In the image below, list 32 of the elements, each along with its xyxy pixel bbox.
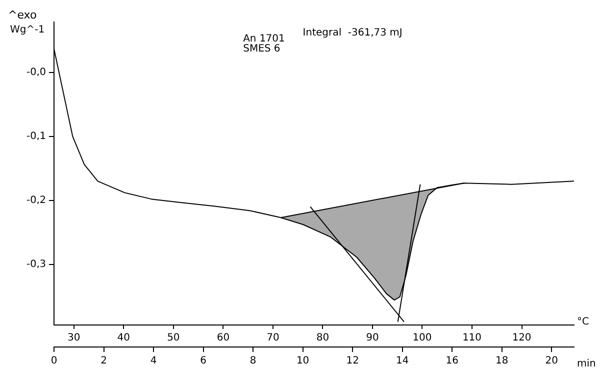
x2-tick-label: 100	[412, 332, 432, 344]
x-tick-label: 16	[446, 356, 458, 367]
y-tick-label: -0,3	[26, 258, 46, 270]
x2-tick-label: 90	[366, 332, 379, 344]
x-axis-title: min	[577, 358, 596, 370]
x2-tick-label: 50	[167, 332, 180, 344]
x-tick-label: 14	[396, 356, 409, 367]
x-tick-label: 6	[200, 356, 206, 367]
x-tick-label: 10	[296, 356, 310, 367]
x2-axis-title: °C	[577, 316, 589, 328]
x-tick-label: 4	[150, 356, 157, 367]
y-axis-title: Wg^-1	[10, 24, 45, 36]
x2-tick-label: 60	[216, 332, 230, 344]
x2-tick-label: 120	[512, 332, 532, 344]
x2-tick-label: 40	[117, 332, 130, 344]
x2-tick-label: 70	[266, 332, 280, 344]
x-tick-label: 18	[495, 356, 508, 367]
x2-tick-label: 110	[462, 332, 482, 344]
x-tick-label: 8	[250, 356, 256, 367]
y-tick-label: -0,2	[26, 194, 46, 206]
annotation: SMES 6	[243, 43, 280, 54]
y-tick-label: -0,0	[26, 67, 46, 78]
x-tick-label: 20	[545, 356, 558, 367]
text: ^exo	[8, 8, 37, 22]
x-tick-label: 2	[100, 356, 107, 367]
y-tick-label: -0,1	[26, 131, 46, 142]
annotation: An 1701	[243, 34, 285, 45]
x-tick-label: 0	[50, 356, 58, 367]
annotation: Integral -361,73 mJ	[302, 27, 402, 38]
x2-tick-label: 80	[316, 332, 330, 344]
x2-tick-label: 30	[68, 332, 80, 344]
x-tick-label: 12	[346, 356, 359, 367]
